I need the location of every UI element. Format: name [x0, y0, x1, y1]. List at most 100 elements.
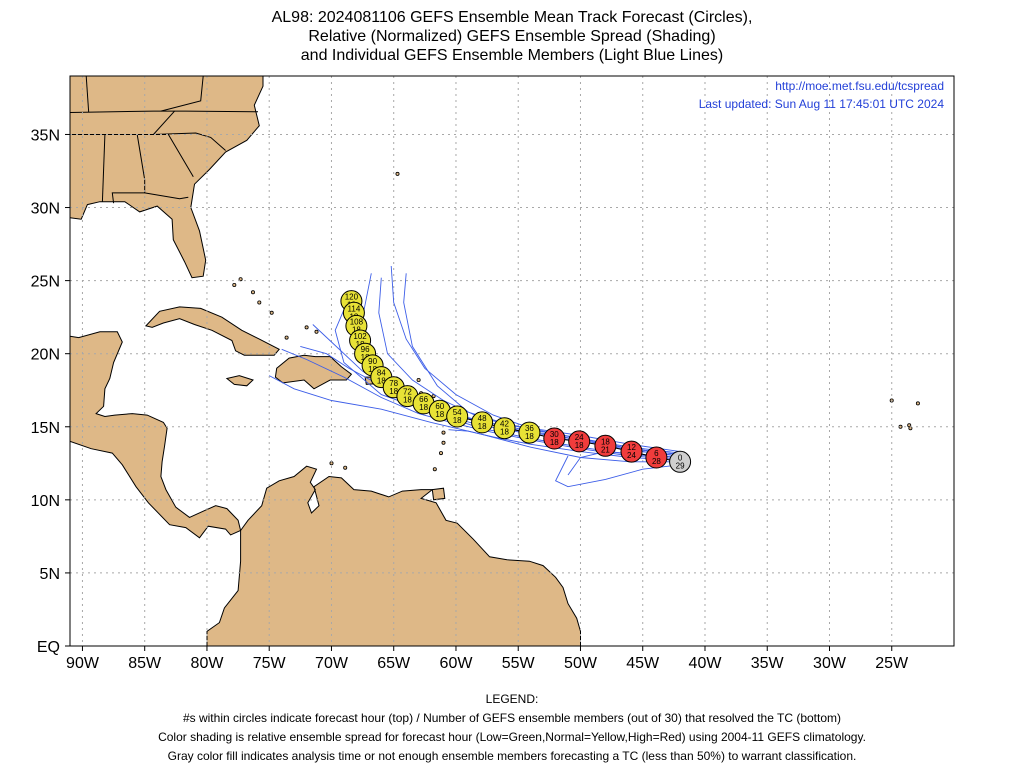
state-border — [101, 134, 106, 202]
state-border — [85, 76, 90, 113]
legend-line-2: Color shading is relative ensemble sprea… — [158, 730, 866, 744]
state-border — [160, 76, 204, 112]
mean-track: 1201811418108181021896189018841878187218… — [340, 290, 692, 473]
track-point-circle — [594, 434, 617, 457]
track-point-members: 18 — [525, 432, 534, 441]
track-point-members: 18 — [377, 377, 386, 386]
legend-line-3: Gray color fill indicates analysis time … — [167, 749, 857, 763]
track-point-hour: 42 — [500, 420, 509, 429]
trinidad-land — [431, 487, 446, 501]
lon-tick-label: 30W — [813, 655, 847, 672]
track-point-members: 18 — [419, 403, 428, 412]
track-point-hour: 84 — [377, 369, 386, 378]
track-point-circle — [493, 417, 516, 440]
track-point-circle — [568, 430, 591, 453]
map-border — [69, 75, 955, 647]
small-island — [329, 461, 334, 466]
small-island — [432, 467, 437, 472]
small-island — [284, 335, 289, 340]
track-point-circle — [645, 446, 668, 469]
state-border — [153, 132, 226, 151]
lon-tick-label: 50W — [564, 655, 598, 672]
small-island — [232, 282, 237, 287]
lat-tick-label: 30N — [31, 201, 60, 218]
lon-tick-label: 90W — [66, 655, 100, 672]
track-point-hour: 12 — [627, 443, 636, 452]
ensemble-member-track — [300, 345, 681, 458]
lon-tick-label: 60W — [440, 655, 474, 672]
track-point-hour: 54 — [453, 408, 462, 417]
jamaica-land — [225, 375, 254, 387]
map-axes: 90W 85W 80W 75W 70W 65W 60W 55W 50W 45W 40W 35W 30W 2… — [31, 128, 909, 673]
lon-tick-label: 45W — [626, 655, 660, 672]
track-point-members: 21 — [601, 445, 610, 454]
small-island — [257, 300, 262, 305]
track-point-circle — [620, 440, 643, 463]
track-point-members: 18 — [575, 441, 584, 450]
title-line-3: and Individual GEFS Ensemble Members (Li… — [300, 47, 724, 64]
lon-tick-label: 55W — [502, 655, 536, 672]
track-point-hour: 90 — [368, 357, 377, 366]
track-point-circle — [669, 450, 692, 473]
hispaniola-land — [274, 354, 353, 390]
track-point: 628 — [645, 446, 668, 469]
track-point-hour: 96 — [361, 345, 370, 354]
lon-tick-label: 70W — [315, 655, 349, 672]
track-point-members: 18 — [368, 365, 377, 374]
lat-tick-label: 10N — [31, 493, 60, 510]
lat-tick-label: 20N — [31, 347, 60, 364]
lat-tick-label: 15N — [31, 420, 60, 437]
small-island — [441, 430, 446, 435]
lon-tick-label: 75W — [253, 655, 287, 672]
track-point-hour: 72 — [403, 388, 412, 397]
track-point-circle — [446, 405, 469, 428]
state-border — [70, 110, 259, 113]
lon-tick-label: 40W — [689, 655, 723, 672]
small-island — [915, 401, 920, 406]
track-point-members: 18 — [403, 396, 412, 405]
chart-title: AL98: 2024081106 GEFS Ensemble Mean Trac… — [0, 8, 1024, 65]
track-point-circle — [471, 411, 494, 434]
lon-tick-label: 35W — [751, 655, 785, 672]
small-island — [416, 377, 421, 382]
lat-tick-label: 35N — [31, 128, 60, 145]
yucatan-land — [70, 331, 242, 539]
small-island — [438, 451, 443, 456]
state-border — [153, 110, 175, 135]
track-point-hour: 60 — [435, 402, 444, 411]
track-point-hour: 24 — [575, 433, 584, 442]
legend-line-1: #s within circles indicate forecast hour… — [182, 711, 842, 725]
cuba-land — [144, 306, 280, 356]
small-island — [250, 290, 255, 295]
track-point-hour: 102 — [353, 332, 367, 341]
track-point-hour: 66 — [419, 395, 428, 404]
small-island — [314, 329, 319, 334]
track-point-hour: 48 — [478, 414, 487, 423]
lon-tick-label: 80W — [191, 655, 225, 672]
track-map: 1201811418108181021896189018841878187218… — [31, 75, 955, 673]
track-point-members: 18 — [389, 387, 398, 396]
lat-tick-label: EQ — [37, 639, 60, 656]
track-point-hour: 114 — [348, 304, 361, 313]
ensemble-member-track — [268, 375, 681, 463]
ensemble-member-track — [554, 455, 681, 488]
small-island — [238, 277, 243, 282]
track-point-members: 18 — [453, 416, 462, 425]
track-point-members: 18 — [352, 325, 361, 334]
track-point: 029 — [669, 450, 692, 473]
legend-heading: LEGEND: — [485, 692, 539, 706]
source-url[interactable]: http://moe.met.fsu.edu/tcspread — [775, 79, 944, 93]
track-point-hour: 30 — [550, 430, 559, 439]
title-line-2: Relative (Normalized) GEFS Ensemble Spre… — [308, 28, 716, 45]
track-point-hour: 120 — [345, 293, 359, 302]
track-point-members: 29 — [676, 461, 685, 470]
legend: LEGEND: #s within circles indicate forec… — [0, 690, 1024, 766]
